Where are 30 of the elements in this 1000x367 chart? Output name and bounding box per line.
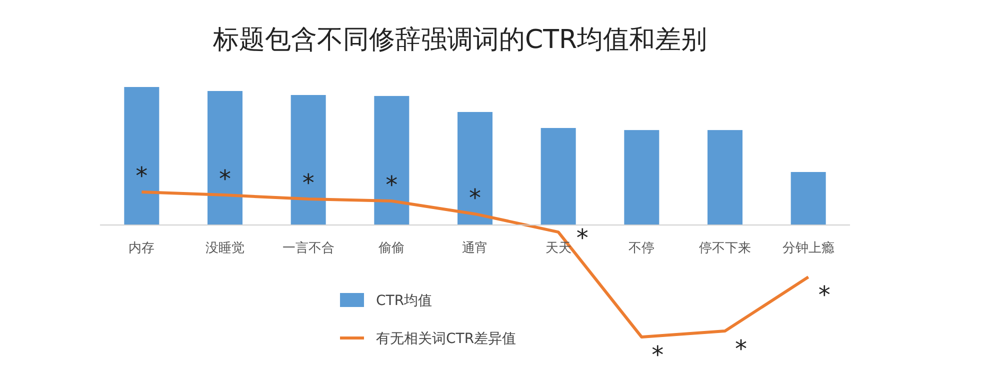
x-tick-label: 停不下来 <box>699 241 751 256</box>
bar <box>374 96 410 225</box>
x-tick-label: 没睡觉 <box>206 241 244 256</box>
legend-label: 有无相关词CTR差异值 <box>376 331 516 347</box>
x-tick-label: 分钟上瘾 <box>782 241 834 256</box>
annotation: * <box>386 170 398 199</box>
x-tick-label: 天天 <box>545 241 572 256</box>
annotation: * <box>136 162 148 190</box>
bar <box>540 128 576 225</box>
bar <box>624 130 660 225</box>
annotation: * <box>302 169 314 198</box>
annotation: * <box>735 334 747 363</box>
x-tick-label: 一言不合 <box>282 240 334 256</box>
x-tick-label: 不停 <box>628 241 655 256</box>
bar <box>208 91 242 225</box>
bar <box>790 172 826 225</box>
chart-title: 标题包含不同修辞强调词的CTR均值和差别 <box>212 25 708 55</box>
annotation: * <box>576 224 588 252</box>
x-tick-label: 内存 <box>128 241 155 256</box>
annotation: * <box>469 184 481 212</box>
bar <box>458 112 492 225</box>
bar <box>290 95 326 225</box>
bar <box>124 87 160 225</box>
annotation: * <box>818 281 830 310</box>
annotation: * <box>652 341 664 367</box>
bar <box>708 130 742 225</box>
x-tick-label: 通宵 <box>462 240 488 256</box>
x-tick-label: 偷偷 <box>378 241 405 256</box>
legend-label: CTR均值 <box>376 293 432 309</box>
annotation: * <box>219 165 231 194</box>
